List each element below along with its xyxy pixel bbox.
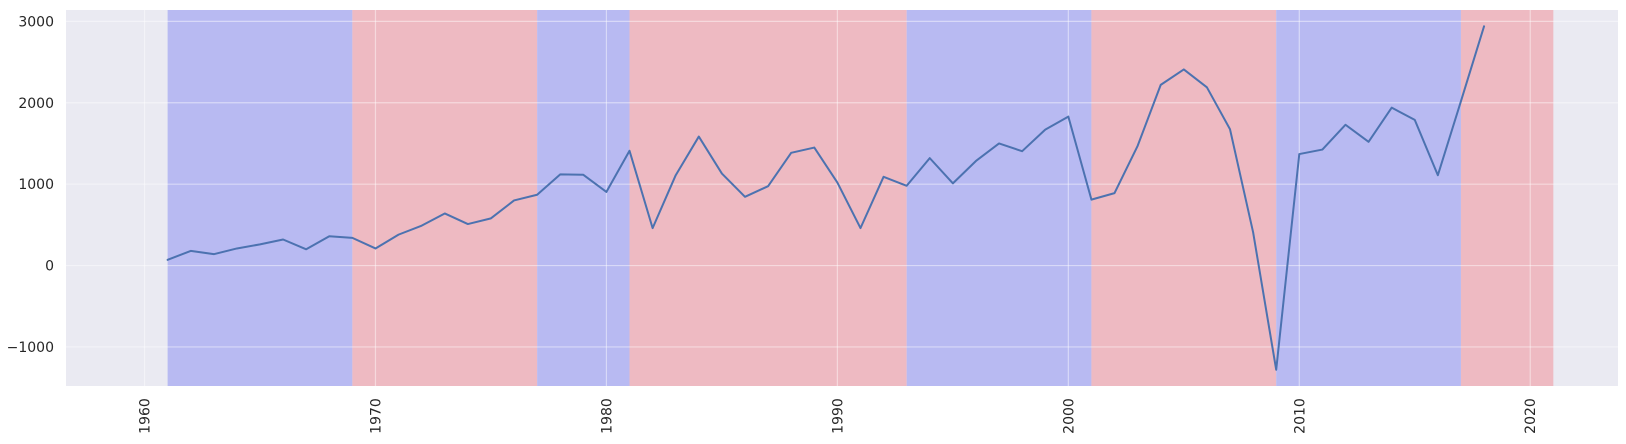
band-red-1981 <box>629 10 907 386</box>
x-tick-label: 2020 <box>1523 398 1539 434</box>
series-layer <box>166 25 1486 371</box>
band-blue-1977 <box>537 10 630 386</box>
grid <box>66 10 1618 386</box>
x-tick-label: 1970 <box>368 398 384 434</box>
x-tick-label: 1960 <box>138 398 154 434</box>
band-blue-1993 <box>906 10 1092 386</box>
band-red-1969 <box>352 10 538 386</box>
y-tick-label: 3000 <box>18 14 54 30</box>
band-red-2001 <box>1091 10 1277 386</box>
band-red-2017 <box>1460 10 1554 386</box>
band-blue-1961 <box>167 10 353 386</box>
y-axis-tick-labels: −1000 0 1000 2000 3000 <box>7 14 54 356</box>
y-tick-label: 0 <box>45 259 54 275</box>
x-tick-label: 2000 <box>1061 398 1077 434</box>
y-tick-label: 1000 <box>18 177 54 193</box>
series-line <box>166 25 1486 371</box>
x-axis-tick-labels: 1960 1970 1980 1990 2000 2010 2020 <box>138 398 1540 434</box>
x-tick-label: 2010 <box>1292 398 1308 434</box>
y-tick-label: −1000 <box>7 340 54 356</box>
shaded-bands <box>167 10 1554 386</box>
band-blue-2009 <box>1276 10 1461 386</box>
x-tick-label: 1980 <box>599 398 615 434</box>
x-tick-label: 1990 <box>830 398 846 434</box>
y-tick-label: 2000 <box>18 96 54 112</box>
